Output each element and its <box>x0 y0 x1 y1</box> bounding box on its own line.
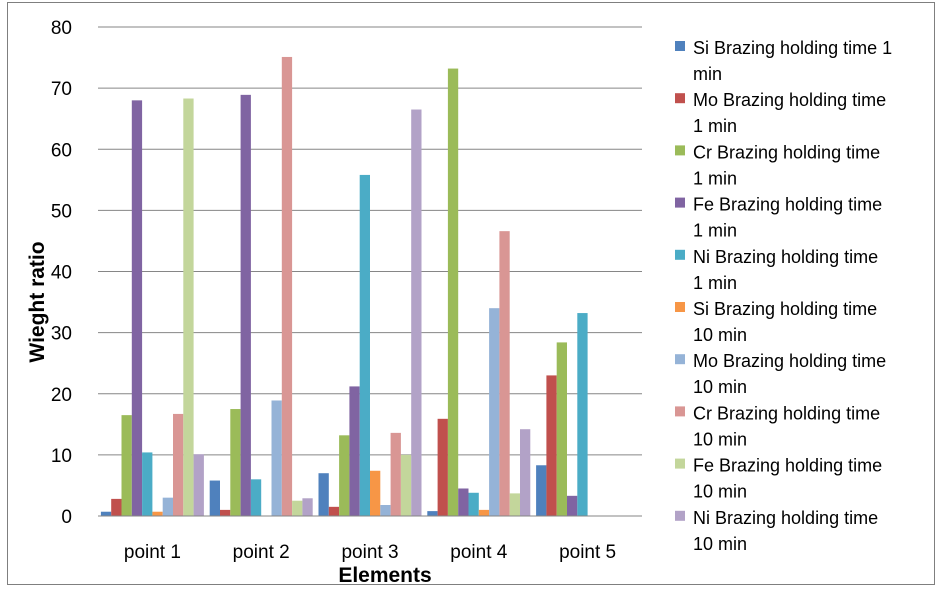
bar <box>250 479 262 516</box>
bar <box>131 100 143 516</box>
bar <box>468 492 479 516</box>
bars <box>100 56 588 517</box>
x-tick-label: point 2 <box>233 542 290 563</box>
legend-label: Mo Brazing holding time <box>693 351 886 371</box>
y-tick-label: 80 <box>51 18 72 39</box>
legend-label: Ni Brazing holding time <box>693 508 878 528</box>
legend-swatch <box>675 458 685 469</box>
bar <box>400 454 412 516</box>
bar <box>230 409 241 516</box>
bar <box>152 511 163 516</box>
legend-label: 10 min <box>693 482 747 502</box>
legend-label: 10 min <box>693 429 747 449</box>
bar <box>281 56 293 517</box>
legend-label: Si Brazing holding time 1 <box>693 38 892 58</box>
legend-label: Cr Brazing holding time <box>693 403 880 423</box>
y-axis-title: Wieght ratio <box>26 241 49 362</box>
bar <box>390 432 401 516</box>
bar <box>536 465 547 516</box>
bar <box>546 375 557 516</box>
bar <box>162 497 173 516</box>
y-tick-labels: 0 10 20 30 40 50 60 70 80 <box>51 18 72 528</box>
x-tick-label: point 1 <box>124 542 181 563</box>
bar <box>142 452 153 516</box>
bar <box>111 498 122 516</box>
bar <box>292 500 303 516</box>
bar <box>100 511 112 516</box>
y-tick-label: 10 <box>51 446 72 467</box>
bar <box>349 386 360 516</box>
bar <box>302 498 313 516</box>
x-tick-label: point 5 <box>559 542 616 563</box>
bar <box>411 109 422 517</box>
bar <box>339 435 350 516</box>
legend-label: Ni Brazing holding time <box>693 247 878 267</box>
y-tick-label: 20 <box>51 385 72 406</box>
y-tick-label: 30 <box>51 324 72 345</box>
legend-swatch <box>675 406 685 417</box>
legend-swatch <box>675 249 685 260</box>
legend-swatch <box>675 145 685 156</box>
bar <box>121 415 132 516</box>
bar <box>478 509 490 516</box>
y-tick-label: 50 <box>51 201 72 222</box>
legend-label: 10 min <box>693 377 747 397</box>
legend-label: Mo Brazing holding time <box>693 90 886 110</box>
bar <box>328 506 340 516</box>
x-axis-title: Elements <box>338 564 431 587</box>
legend-swatch <box>675 354 685 365</box>
bar <box>380 504 391 516</box>
bar <box>447 68 459 516</box>
legend-label: 1 min <box>693 168 737 188</box>
bar <box>499 231 510 516</box>
bar <box>240 94 251 516</box>
legend-label: Fe Brazing holding time <box>693 195 882 215</box>
y-tick-label: 60 <box>51 140 72 161</box>
legend-swatch <box>675 197 685 208</box>
bar <box>567 495 578 516</box>
legend: Si Brazing holding time 1 min Mo Brazing h… <box>675 38 892 554</box>
bar <box>271 400 282 516</box>
x-tick-label: point 3 <box>341 542 398 563</box>
legend-swatch <box>675 510 685 521</box>
y-tick-label: 70 <box>51 79 72 100</box>
bar <box>220 509 231 516</box>
x-tick-labels: point 1 point 2 point 3 point 4 point 5 <box>124 542 616 563</box>
legend-swatch <box>675 302 685 312</box>
x-tick-label: point 4 <box>450 542 507 563</box>
bar <box>183 98 194 517</box>
bar <box>359 174 370 517</box>
bar <box>437 418 448 516</box>
legend-label: 10 min <box>693 325 747 345</box>
y-tick-label: 0 <box>61 507 72 528</box>
y-tick-label: 40 <box>51 263 72 284</box>
bar <box>427 511 438 516</box>
bar <box>489 308 500 516</box>
bar <box>370 470 381 516</box>
bar <box>209 480 220 516</box>
bar <box>173 413 184 516</box>
legend-swatch <box>675 41 685 51</box>
legend-label: Si Brazing holding time <box>693 299 877 319</box>
bar <box>509 493 520 516</box>
legend-swatch <box>675 93 685 104</box>
bar <box>193 454 204 516</box>
legend-label: 1 min <box>693 116 737 136</box>
legend-label: 10 min <box>693 534 747 554</box>
bar <box>520 429 531 516</box>
legend-label: Fe Brazing holding time <box>693 456 882 476</box>
bar <box>556 342 567 516</box>
legend-label: 1 min <box>693 221 737 241</box>
legend-label: 1 min <box>693 273 737 293</box>
chart-frame <box>7 2 935 585</box>
bar <box>458 488 469 516</box>
bar <box>577 313 588 516</box>
legend-label: Cr Brazing holding time <box>693 142 880 162</box>
bar <box>318 473 329 516</box>
legend-label: min <box>693 64 722 84</box>
